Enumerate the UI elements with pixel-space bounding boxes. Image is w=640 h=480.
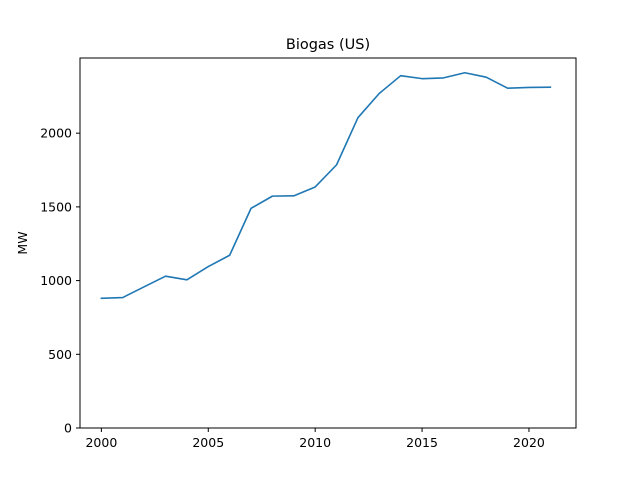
- x-tick-label: 2000: [85, 435, 117, 450]
- y-axis-label: MW: [15, 231, 30, 254]
- x-tick-label: 2015: [406, 435, 438, 450]
- y-tick-label: 500: [48, 347, 72, 362]
- y-tick-label: 1500: [40, 199, 72, 214]
- series-line-0: [100, 71, 552, 300]
- chart-title: Biogas (US): [286, 37, 370, 53]
- x-tick-label: 2010: [299, 435, 331, 450]
- y-tick-label: 2000: [40, 126, 72, 141]
- x-tick-label: 2005: [192, 435, 224, 450]
- x-tick-label: 2020: [513, 435, 545, 450]
- plot-frame: [79, 57, 577, 429]
- y-tick-label: 0: [64, 421, 72, 436]
- y-tick-label: 1000: [40, 273, 72, 288]
- y-axis: 0 500 1000 1500 2000: [40, 126, 80, 436]
- x-axis: 2000 2005 2010 2015 2020: [85, 428, 545, 450]
- plot-area: [100, 71, 552, 300]
